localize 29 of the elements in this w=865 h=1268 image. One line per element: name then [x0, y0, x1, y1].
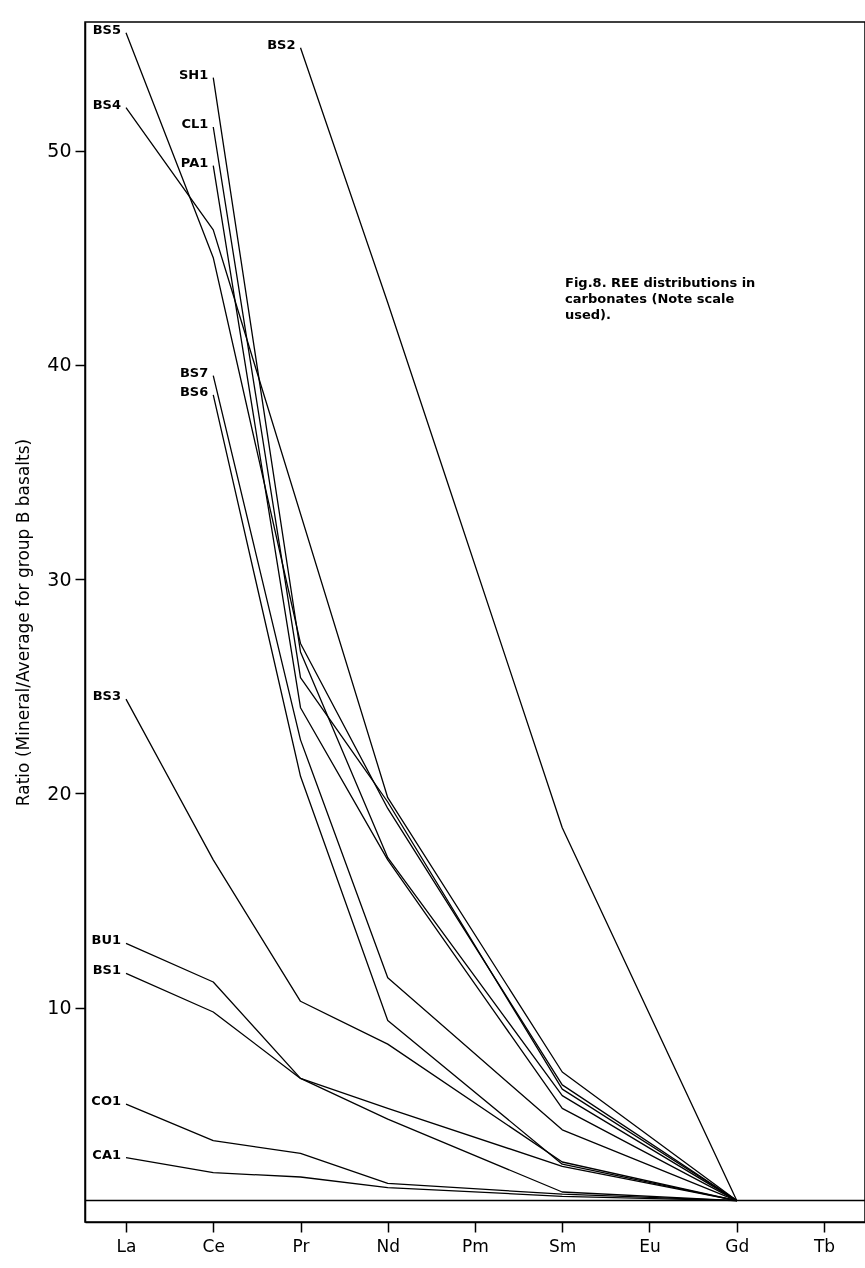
- series-label: CA1: [92, 1146, 122, 1162]
- x-tick-label: Ce: [202, 1235, 225, 1256]
- series-label: BS4: [92, 96, 122, 112]
- y-tick-label: 50: [47, 139, 72, 162]
- y-tick-label: 40: [47, 353, 72, 376]
- x-tick-label: Nd: [376, 1235, 401, 1256]
- series-label: BS7: [179, 364, 209, 380]
- series-label: SH1: [178, 66, 209, 82]
- series-label: PA1: [180, 154, 209, 170]
- x-tick-label: Eu: [639, 1235, 661, 1256]
- x-tick-label: Pm: [462, 1235, 489, 1256]
- series-label: BS3: [92, 688, 122, 704]
- series-label: CL1: [181, 116, 209, 131]
- series-label: CO1: [91, 1093, 122, 1109]
- series-label: BS5: [92, 21, 122, 37]
- x-tick-label: Pr: [292, 1235, 310, 1256]
- annotation: Fig.8. REE distributions in carbonates (Note scale used).: [565, 275, 756, 322]
- y-tick-label: 20: [47, 781, 72, 804]
- x-tick-label: La: [116, 1235, 137, 1256]
- x-tick-label: Gd: [725, 1235, 750, 1256]
- series-label: BS2: [267, 36, 296, 52]
- y-axis-title: Ratio (Mineral/Average for group B basalts): [13, 438, 34, 807]
- y-tick-label: 30: [47, 567, 72, 590]
- y-tick-label: 10: [47, 996, 72, 1019]
- series-label: BS1: [92, 962, 122, 978]
- series-label: BU1: [91, 932, 122, 948]
- x-tick-label: Tb: [812, 1235, 836, 1256]
- x-tick-label: Sm: [549, 1235, 577, 1256]
- series-label: BS6: [179, 383, 209, 399]
